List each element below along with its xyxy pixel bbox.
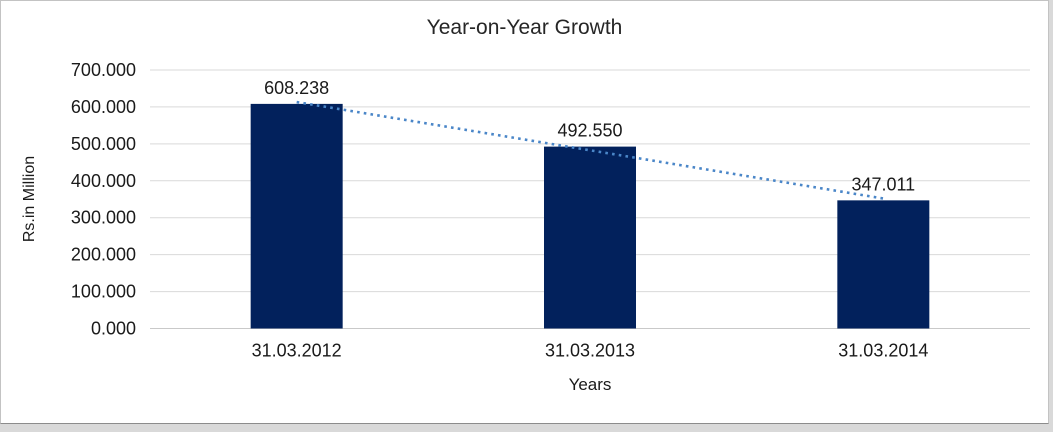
y-tick-label: 700.000 [71, 60, 136, 80]
bar-31.03.2013 [544, 146, 636, 329]
data-label: 492.550 [557, 121, 622, 141]
data-label: 608.238 [264, 78, 329, 98]
y-tick-label: 500.000 [71, 134, 136, 154]
y-tick-label: 600.000 [71, 97, 136, 117]
y-tick-label: 300.000 [71, 208, 136, 228]
y-tick-label: 100.000 [71, 282, 136, 302]
x-axis-title: Years [568, 375, 612, 394]
chart-title: Year-on-Year Growth [426, 16, 623, 39]
plot-area: 0.000 100.000 200.000 300.000 400.000 500.000… [71, 60, 1030, 361]
data-label: 347.011 [851, 174, 915, 194]
y-tick-label: 400.000 [71, 171, 136, 191]
x-tick-label: 31.03.2014 [838, 341, 928, 361]
chart-frame: Year-on-Year Growth Rs.in Million 0.000 1… [0, 0, 1049, 424]
x-tick-label: 31.03.2013 [545, 341, 635, 361]
bar-31.03.2012 [250, 103, 343, 329]
y-tick-label: 0.000 [91, 319, 136, 339]
bar-31.03.2014 [837, 200, 930, 329]
x-tick-label: 31.03.2012 [252, 341, 342, 361]
y-tick-label: 200.000 [71, 245, 136, 265]
